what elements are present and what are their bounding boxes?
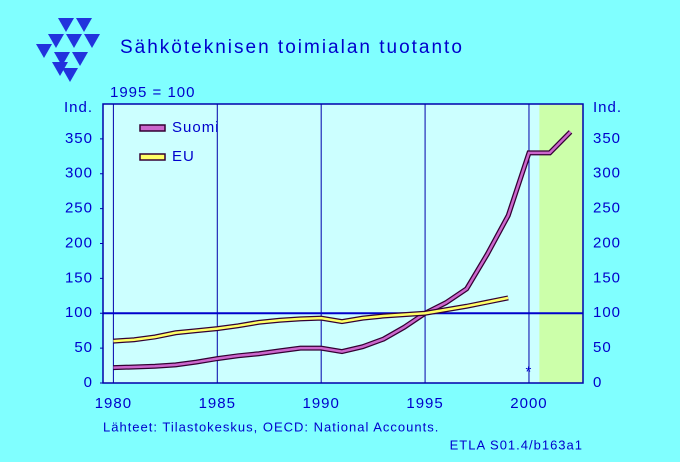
x-tick-label: 1985 <box>199 395 236 412</box>
y2-tick-label: 150 <box>593 269 621 286</box>
highlight-region <box>539 104 583 383</box>
y2-tick-label: 200 <box>593 234 621 251</box>
source: Lähteet: Tilastokeskus, OECD: National A… <box>103 419 439 434</box>
y2-tick-label: 100 <box>593 304 621 321</box>
subtitle: 1995 = 100 <box>110 84 196 101</box>
legend-swatch <box>139 153 166 161</box>
y-axis-label: Ind. <box>64 99 93 116</box>
y-tick-label: 250 <box>65 200 93 217</box>
logo <box>36 18 100 82</box>
y-tick-label: 100 <box>65 304 93 321</box>
y2-tick-label: 0 <box>593 374 602 391</box>
x-tick-label: 2000 <box>510 395 547 412</box>
legend-label: EU <box>172 148 195 165</box>
y2-tick-label: 300 <box>593 165 621 182</box>
plot-frame <box>102 103 584 384</box>
y-tick-label: 300 <box>65 165 93 182</box>
annotation: * <box>526 364 533 381</box>
y-tick-label: 150 <box>65 269 93 286</box>
x-tick-label: 1980 <box>95 395 132 412</box>
code: ETLA S01.4/b163a1 <box>450 437 583 452</box>
x-tick-label: 1995 <box>406 395 443 412</box>
y2-tick-label: 50 <box>593 339 612 356</box>
y-tick-label: 50 <box>74 339 93 356</box>
y2-tick-label: 250 <box>593 200 621 217</box>
plot-area <box>103 104 583 383</box>
series-line <box>113 131 572 369</box>
y-tick-label: 350 <box>65 130 93 147</box>
legend-swatch <box>139 124 166 132</box>
chart-title: Sähköteknisen toimialan tuotanto <box>120 37 464 58</box>
legend-label: Suomi <box>172 119 220 136</box>
y2-axis-label: Ind. <box>593 99 622 116</box>
y2-tick-label: 350 <box>593 130 621 147</box>
y-tick-label: 0 <box>84 374 93 391</box>
x-tick-label: 1990 <box>302 395 339 412</box>
series-line <box>113 296 509 343</box>
y-tick-label: 200 <box>65 234 93 251</box>
